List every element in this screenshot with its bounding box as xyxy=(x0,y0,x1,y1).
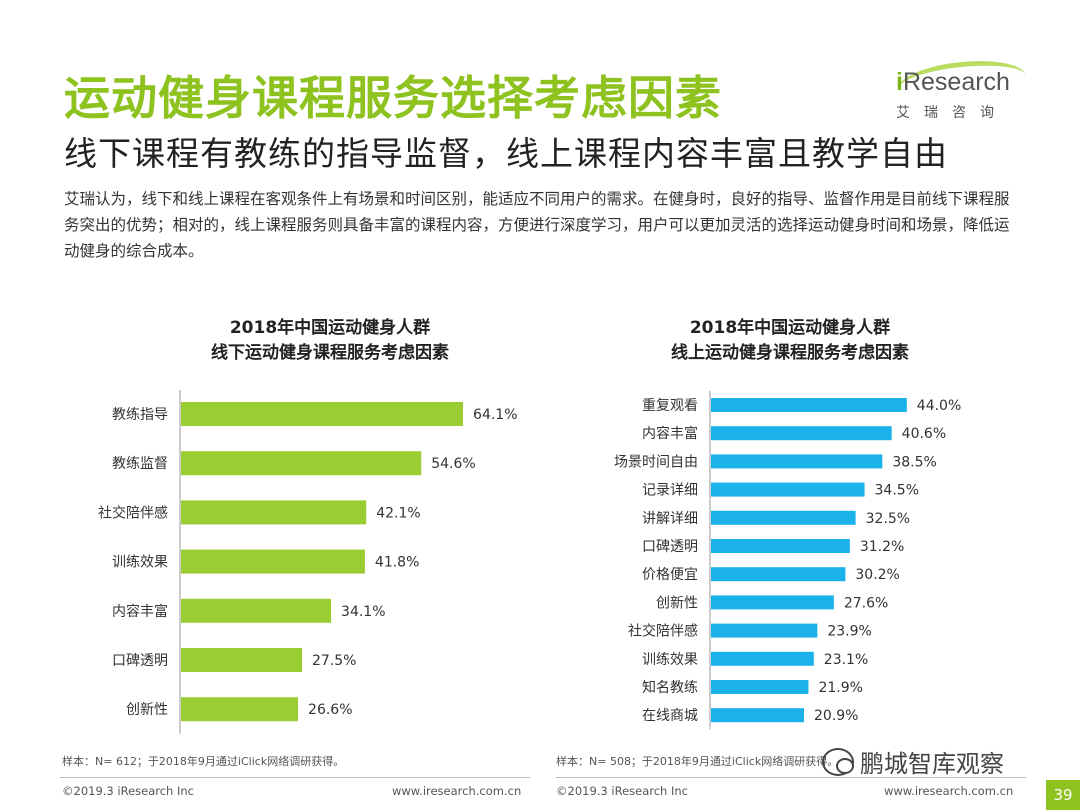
wechat-watermark: 鹏城智库观察 xyxy=(822,744,1004,779)
bar-口碑透明 xyxy=(181,648,302,672)
value-label: 64.1% xyxy=(473,407,517,423)
category-label: 教练监督 xyxy=(112,456,168,472)
offline-chart-title: 2018年中国运动健身人群 线下运动健身课程服务考虑因素 xyxy=(211,318,449,363)
value-label: 27.6% xyxy=(844,595,888,611)
bar-创新性 xyxy=(711,595,834,610)
footer-url-left: www.iresearch.com.cn xyxy=(392,784,522,798)
bar-训练效果 xyxy=(181,549,365,574)
value-label: 26.6% xyxy=(308,702,352,718)
bar-社交陪伴感 xyxy=(181,500,367,525)
category-label: 内容丰富 xyxy=(642,425,698,442)
page-title: 运动健身课程服务选择考虑因素 xyxy=(64,71,722,125)
value-label: 44.0% xyxy=(917,398,961,414)
category-label: 创新性 xyxy=(126,702,168,718)
watermark-text: 鹏城智库观察 xyxy=(860,750,1004,778)
bar-讲解详细 xyxy=(711,510,856,525)
value-label: 21.9% xyxy=(818,680,862,696)
value-label: 32.5% xyxy=(866,511,910,527)
category-label: 社交陪伴感 xyxy=(98,504,168,521)
category-label: 场景时间自由 xyxy=(614,454,698,470)
bar-教练指导 xyxy=(181,402,464,426)
value-label: 20.9% xyxy=(814,708,858,724)
bar-训练效果 xyxy=(711,651,814,666)
category-label: 讲解详细 xyxy=(642,511,698,527)
category-label: 口碑透明 xyxy=(112,653,168,669)
description-paragraph: 艾瑞认为，线下和线上课程在客观条件上有场景和时间区别，能适应不同用户的需求。在健… xyxy=(64,190,1010,260)
value-label: 54.6% xyxy=(431,456,475,472)
online-bar-chart: 重复观看 44.0% 内容丰富 40.6% 场景时间自由 38.5% 记录详细 34.5% 讲解… xyxy=(614,390,961,730)
category-label: 口碑透明 xyxy=(642,539,698,555)
bar-场景时间自由 xyxy=(711,454,883,469)
category-label: 社交陪伴感 xyxy=(628,623,698,640)
value-label: 41.8% xyxy=(375,555,419,571)
value-label: 31.2% xyxy=(860,539,904,555)
iresearch-logo: iResearch 艾瑞咨询 xyxy=(880,55,1030,128)
category-label: 知名教练 xyxy=(642,679,698,696)
category-label: 在线商城 xyxy=(642,708,698,724)
bar-在线商城 xyxy=(711,708,805,723)
offline-bar-chart: 教练指导 64.1% 教练监督 54.6% 社交陪伴感 42.1% 训练效果 41.8% 内容丰… xyxy=(98,390,518,734)
category-label: 教练指导 xyxy=(112,407,168,423)
value-label: 34.5% xyxy=(875,483,919,499)
bar-重复观看 xyxy=(711,398,907,412)
bar-记录详细 xyxy=(711,482,865,497)
logo-brand-cn: 艾瑞咨询 xyxy=(896,105,1008,121)
footer-copyright-left: ©2019.3 iResearch Inc xyxy=(62,784,194,798)
category-label: 创新性 xyxy=(656,595,698,611)
category-label: 内容丰富 xyxy=(112,603,168,620)
category-label: 价格便宜 xyxy=(642,567,698,583)
category-label: 重复观看 xyxy=(642,397,698,414)
online-chart-title: 2018年中国运动健身人群 线上运动健身课程服务考虑因素 xyxy=(671,318,909,363)
bar-知名教练 xyxy=(711,680,809,694)
bar-内容丰富 xyxy=(711,426,892,441)
bar-口碑透明 xyxy=(711,539,850,553)
wechat-icon xyxy=(822,747,854,776)
page-number: 39 xyxy=(1046,780,1080,810)
footer-url-right: www.iresearch.com.cn xyxy=(884,784,1014,798)
page-subtitle: 线下课程有教练的指导监督，线上课程内容丰富且教学自由 xyxy=(64,134,948,173)
value-label: 30.2% xyxy=(855,567,899,583)
bar-价格便宜 xyxy=(711,567,846,582)
value-label: 38.5% xyxy=(892,454,936,470)
value-label: 27.5% xyxy=(312,653,356,669)
value-label: 23.9% xyxy=(827,624,871,640)
value-label: 42.1% xyxy=(376,505,420,521)
online-sample-note: 样本：N= 508；于2018年9月通过iClick网络调研获得。 xyxy=(556,755,839,768)
category-label: 训练效果 xyxy=(642,652,698,668)
bar-教练监督 xyxy=(181,451,422,476)
bar-社交陪伴感 xyxy=(711,623,818,638)
value-label: 23.1% xyxy=(824,652,868,668)
bar-内容丰富 xyxy=(181,598,332,623)
value-label: 34.1% xyxy=(341,604,385,620)
value-label: 40.6% xyxy=(902,426,946,442)
category-label: 训练效果 xyxy=(112,555,168,571)
footer-rule-left xyxy=(60,777,530,778)
category-label: 记录详细 xyxy=(642,483,698,499)
footer-copyright-right: ©2019.3 iResearch Inc xyxy=(556,784,688,798)
offline-sample-note: 样本：N= 612；于2018年9月通过iClick网络调研获得。 xyxy=(62,755,345,768)
logo-brand: iResearch xyxy=(896,68,1010,96)
bar-创新性 xyxy=(181,697,299,722)
footer-rule-right xyxy=(556,777,1026,778)
